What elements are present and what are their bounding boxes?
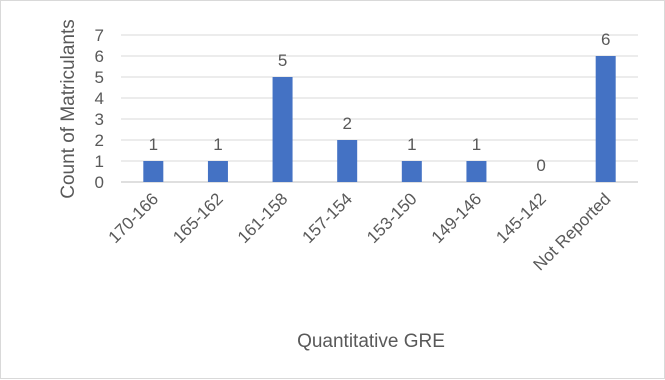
x-tick-label: 153-150 xyxy=(363,189,421,247)
bars xyxy=(143,56,616,182)
x-tick-label: 170-166 xyxy=(105,189,163,247)
x-tick-label: 157-154 xyxy=(298,189,356,247)
y-tick-label: 1 xyxy=(95,152,104,171)
x-axis-ticks: 170-166 165-162 161-158 157-154 153-150 149-1… xyxy=(105,189,615,274)
data-label: 1 xyxy=(149,135,158,154)
data-labels: 1 1 5 2 1 1 0 6 xyxy=(149,30,611,175)
bar xyxy=(401,161,422,182)
y-tick-label: 6 xyxy=(95,47,104,66)
bar xyxy=(337,140,358,182)
y-tick-label: 2 xyxy=(95,131,104,150)
y-tick-label: 3 xyxy=(95,110,104,129)
data-label: 0 xyxy=(536,156,545,175)
y-tick-label: 4 xyxy=(95,89,104,108)
data-label: 5 xyxy=(278,51,287,70)
y-tick-label: 5 xyxy=(95,68,104,87)
data-label: 6 xyxy=(601,30,610,49)
bar xyxy=(272,77,293,182)
bar xyxy=(207,161,228,182)
x-axis-title: Quantitative GRE xyxy=(297,331,445,352)
bar xyxy=(143,161,164,182)
data-label: 1 xyxy=(472,135,481,154)
bar xyxy=(595,56,616,182)
data-label: 2 xyxy=(342,114,351,133)
bar xyxy=(466,161,487,182)
y-axis-title: Count of Matriculants xyxy=(58,19,79,199)
y-tick-label: 7 xyxy=(95,26,104,45)
x-tick-label: 149-146 xyxy=(428,189,486,247)
data-label: 1 xyxy=(213,135,222,154)
x-tick-label: 161-158 xyxy=(234,189,292,247)
gridlines xyxy=(121,34,638,183)
data-label: 1 xyxy=(407,135,416,154)
x-tick-label: 145-142 xyxy=(492,189,550,247)
y-axis-ticks: 0 1 2 3 4 5 6 7 xyxy=(95,26,104,192)
x-tick-label: 165-162 xyxy=(169,189,227,247)
y-tick-label: 0 xyxy=(95,173,104,192)
